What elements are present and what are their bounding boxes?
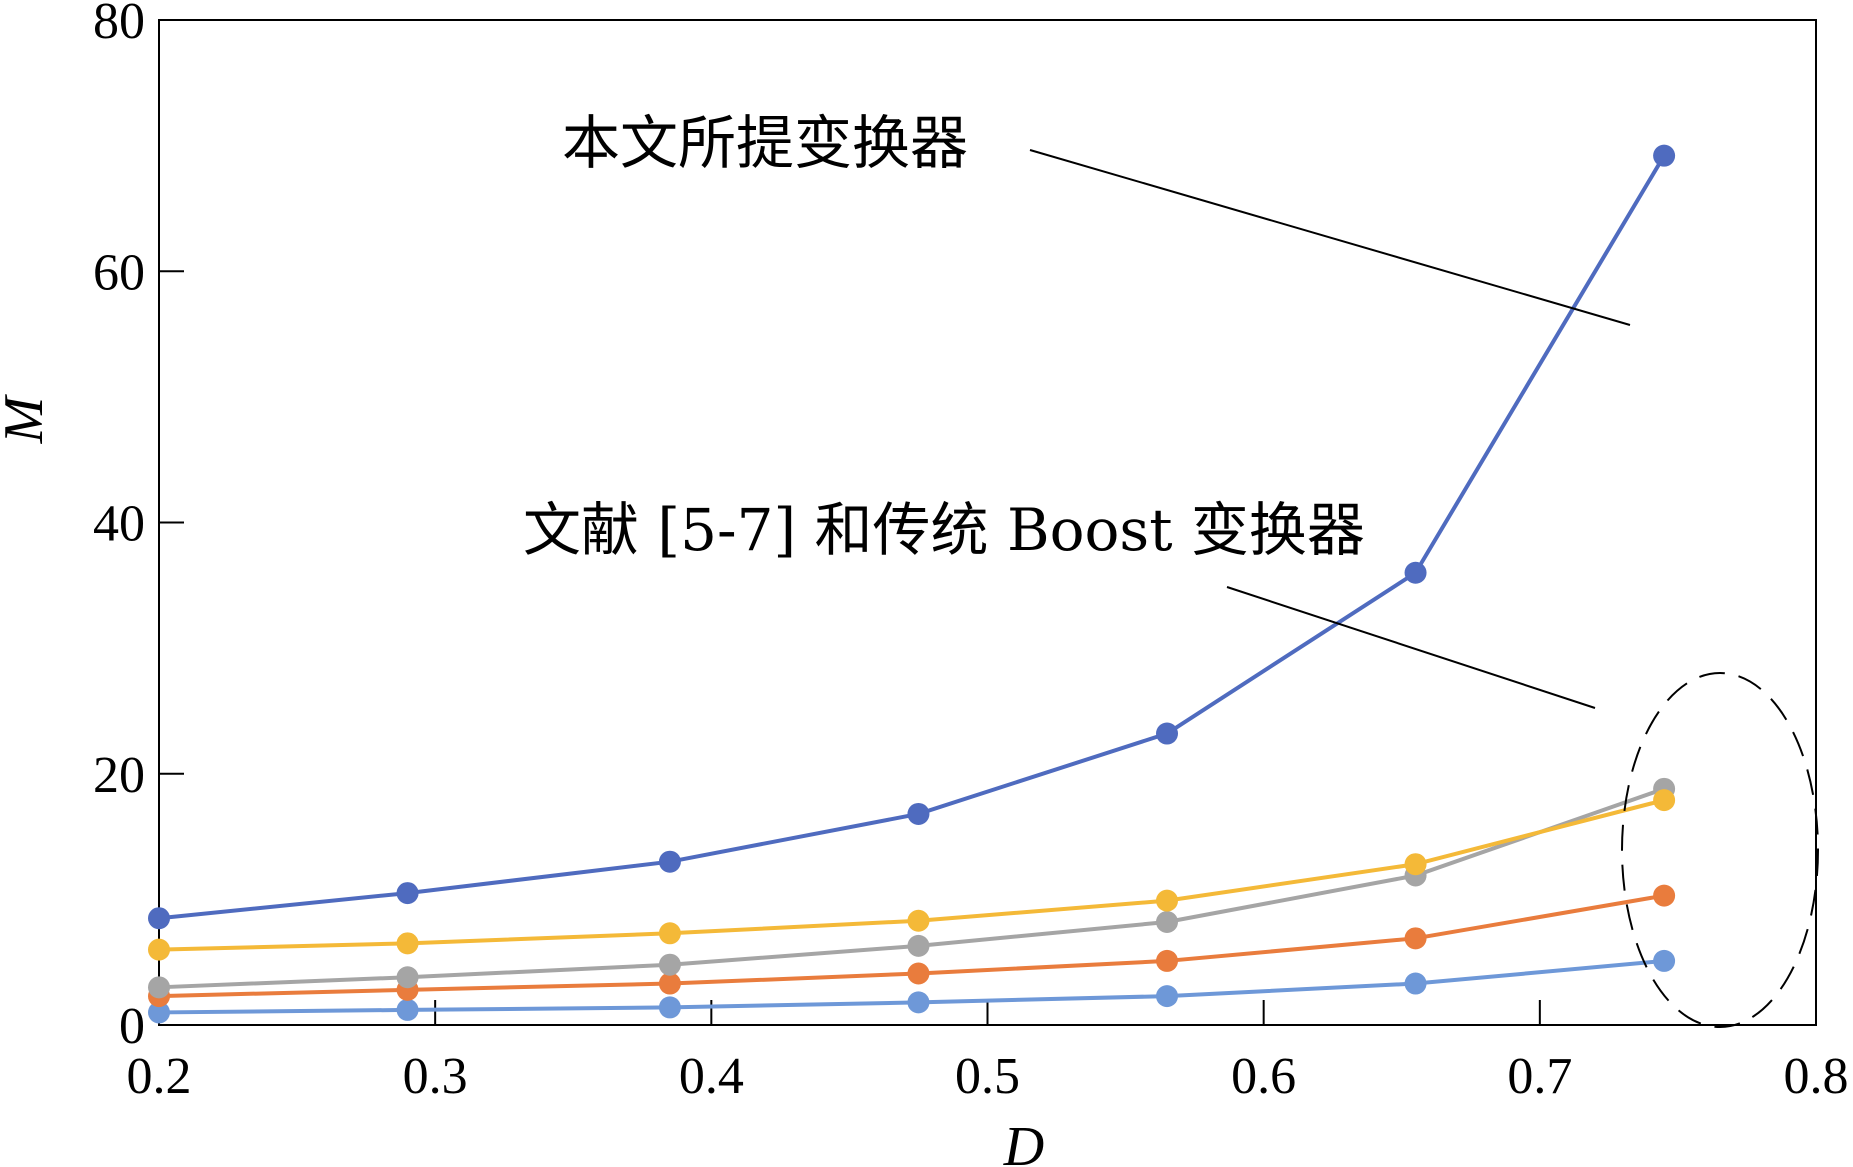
series-5 — [148, 949, 1676, 1024]
x-tick-label: 0.6 — [1231, 1048, 1296, 1105]
data-point — [658, 850, 681, 873]
y-tick-label: 40 — [93, 496, 145, 553]
annotation-reference-leader — [1226, 586, 1596, 709]
y-axis-title: M — [0, 393, 55, 444]
data-point — [907, 934, 930, 957]
y-tick-label: 80 — [93, 0, 145, 50]
data-point — [396, 882, 419, 905]
x-tick-label: 0.7 — [1507, 1048, 1572, 1105]
data-point — [1156, 949, 1179, 972]
data-point — [1156, 985, 1179, 1008]
data-point — [1653, 789, 1676, 812]
data-point — [1653, 949, 1676, 972]
plot-area — [158, 19, 1817, 1026]
x-axis-title: D — [1003, 1116, 1044, 1167]
annotation-reference: 文献 [5-7] 和传统 Boost 变换器 — [523, 496, 1819, 1028]
y-tick-label: 20 — [93, 747, 145, 804]
y-tick-label: 60 — [93, 244, 145, 301]
x-tick-label: 0.4 — [679, 1048, 744, 1105]
data-point — [1404, 853, 1427, 876]
annotation-proposed-label: 本文所提变换器 — [562, 109, 968, 177]
annotation-reference-label: 文献 [5-7] 和传统 Boost 变换器 — [523, 496, 1365, 564]
data-point — [907, 909, 930, 932]
data-point — [658, 953, 681, 976]
data-point — [396, 932, 419, 955]
axis-tick-labels: 0.2 0.3 0.4 0.5 0.6 0.7 0.8 0 20 40 60 80 — [93, 0, 1849, 1105]
data-point — [658, 922, 681, 945]
data-point — [1156, 722, 1179, 745]
highlight-ellipse — [1621, 672, 1819, 1028]
series-layer — [148, 144, 1676, 1024]
data-point — [658, 972, 681, 995]
data-point — [1404, 561, 1427, 584]
data-point — [396, 966, 419, 989]
data-point — [1653, 144, 1676, 167]
x-tick-label: 0.5 — [955, 1048, 1020, 1105]
data-point — [148, 976, 170, 999]
annotation-proposed: 本文所提变换器 — [562, 109, 1631, 326]
data-point — [1156, 910, 1179, 933]
data-point — [1404, 927, 1427, 950]
data-point — [907, 991, 930, 1014]
data-point — [148, 1001, 170, 1024]
data-point — [1404, 972, 1427, 995]
data-point — [658, 996, 681, 1019]
x-tick-label: 0.8 — [1784, 1048, 1849, 1105]
data-point — [907, 802, 930, 825]
x-tick-label: 0.2 — [127, 1048, 192, 1105]
data-point — [148, 938, 170, 961]
data-point — [396, 998, 419, 1021]
data-point — [1156, 889, 1179, 912]
data-point — [907, 962, 930, 985]
series-2 — [148, 789, 1676, 961]
x-tick-label: 0.3 — [403, 1048, 468, 1105]
annotation-proposed-leader — [1029, 149, 1631, 326]
y-tick-label: 0 — [119, 998, 145, 1055]
data-point — [1653, 884, 1676, 907]
series-1 — [148, 144, 1676, 930]
data-point — [148, 907, 170, 930]
